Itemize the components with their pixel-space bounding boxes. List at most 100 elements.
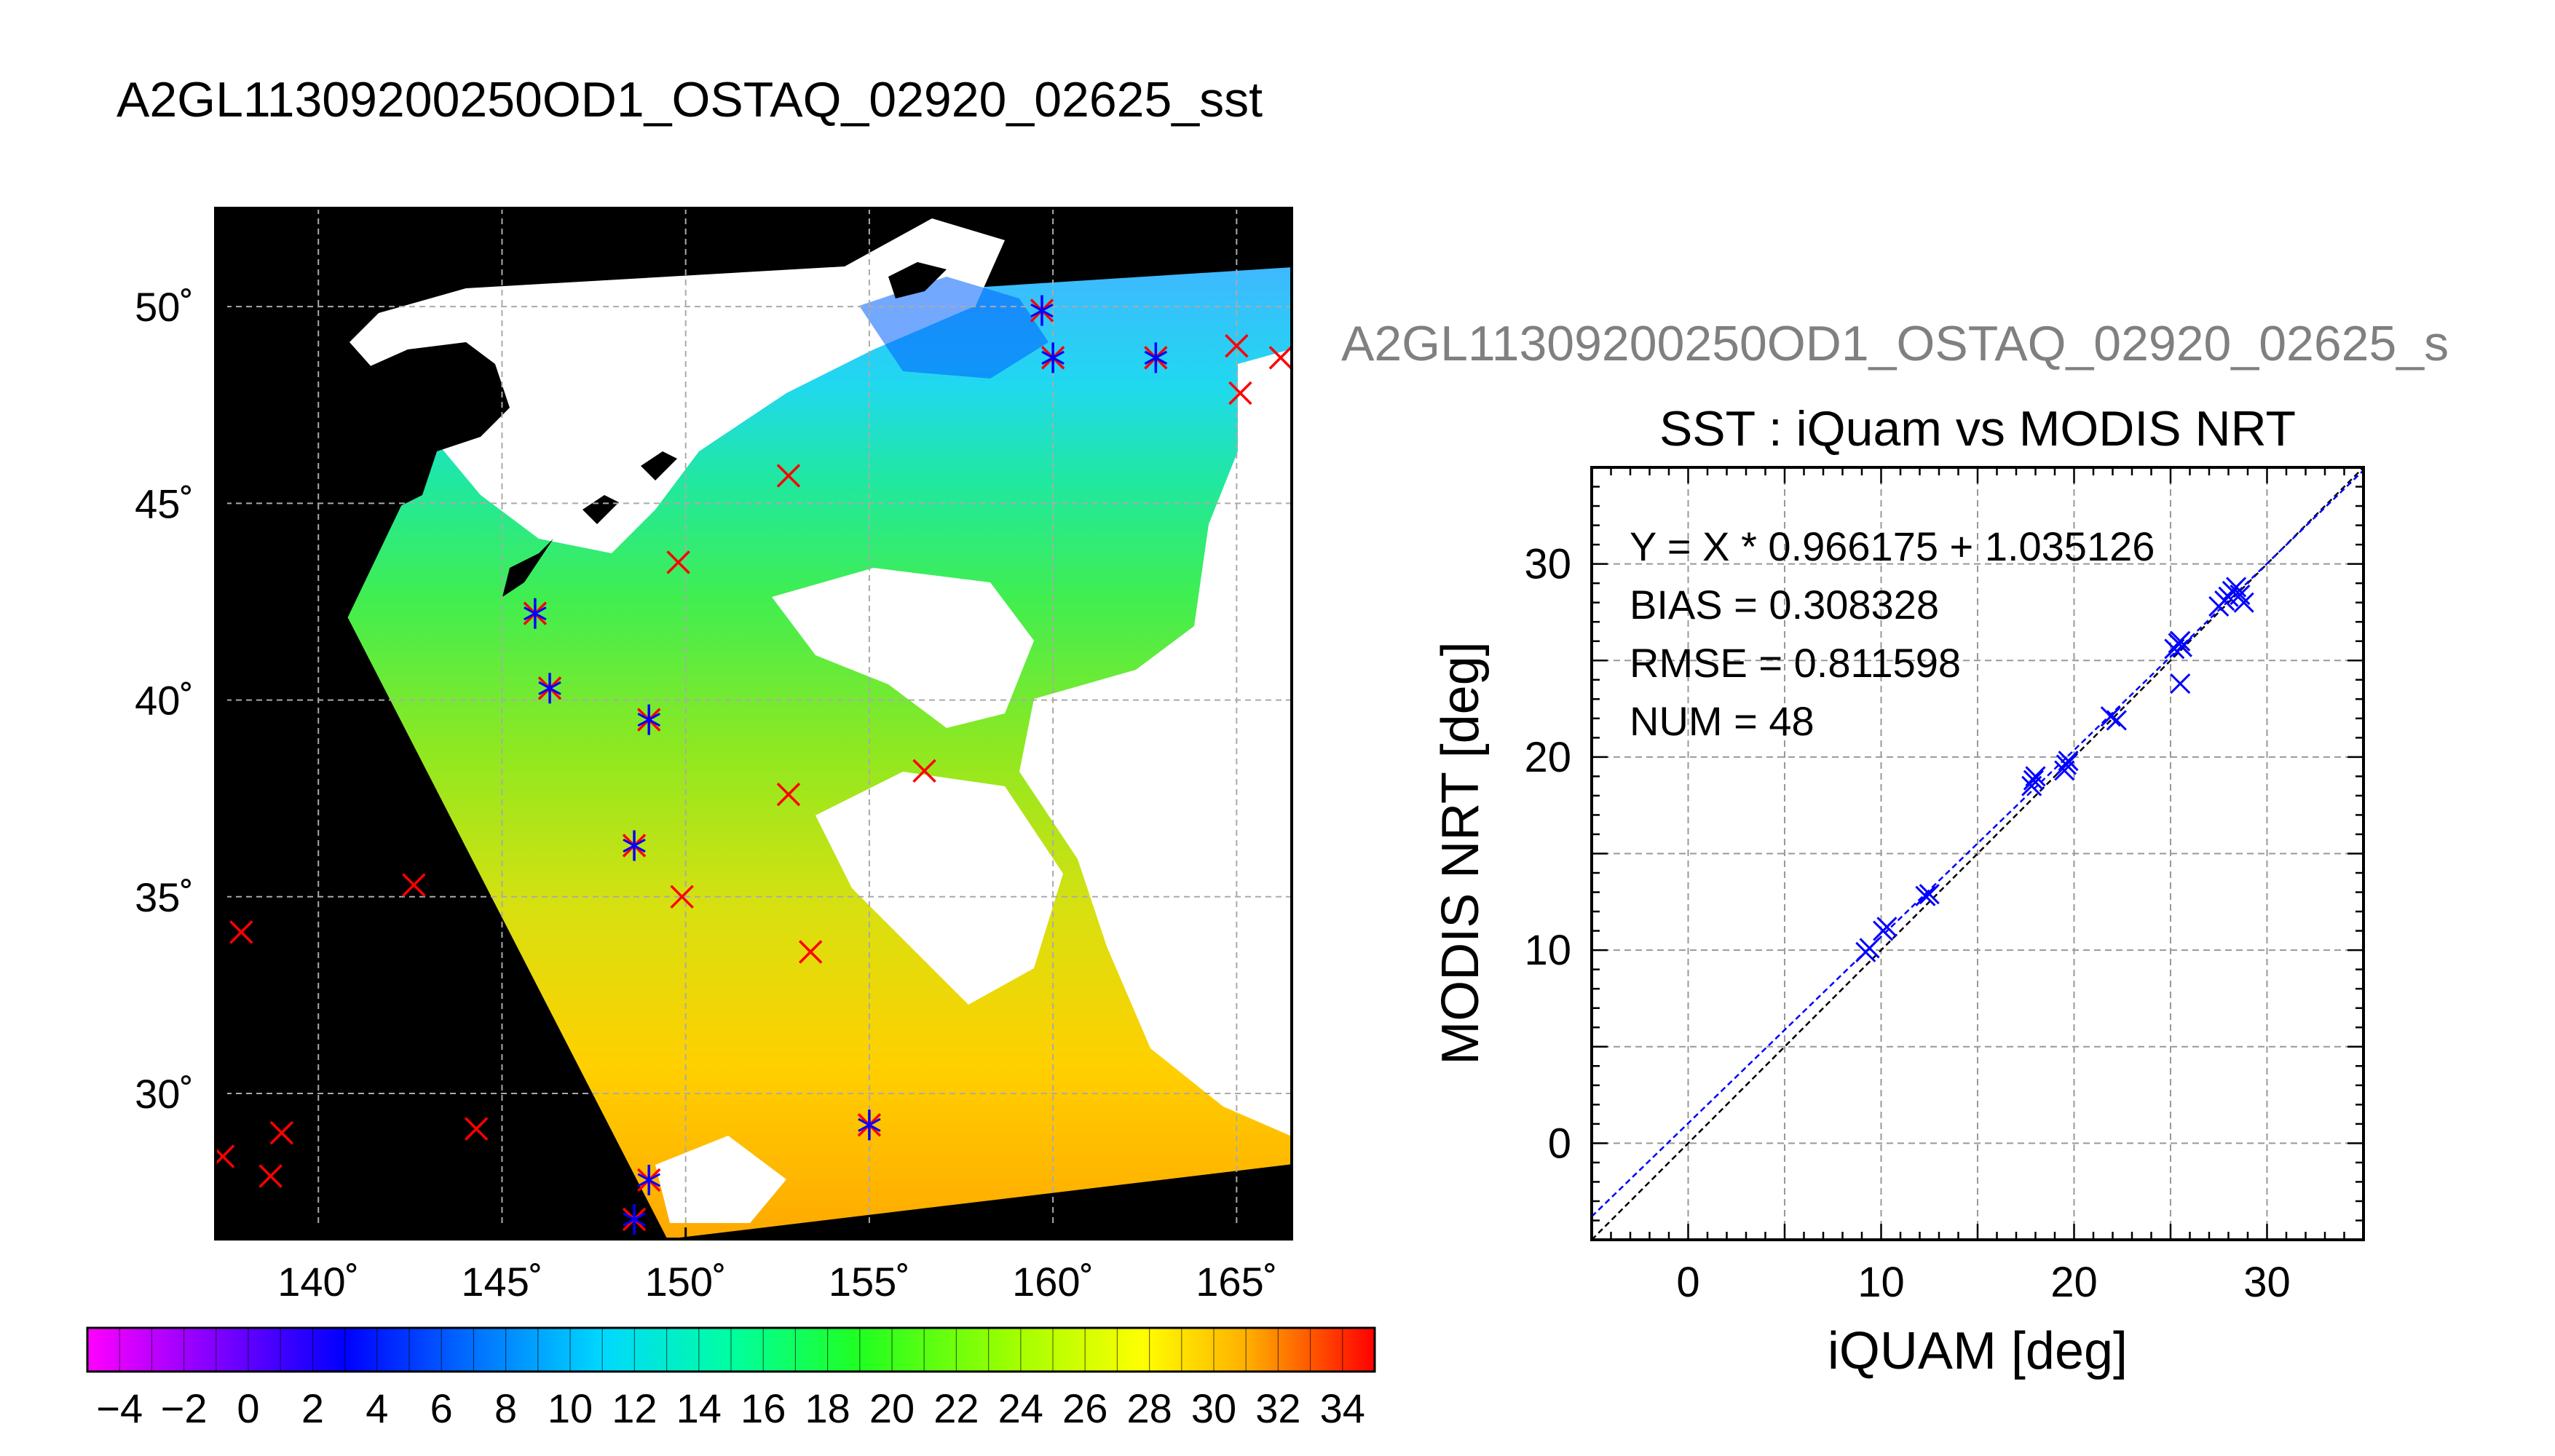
y-tick-label: 30	[1524, 541, 1571, 588]
valid-matchup-marker	[523, 598, 548, 629]
scatter-point	[2170, 673, 2191, 695]
colorbar-tick-label: 8	[494, 1385, 517, 1431]
valid-matchup-marker	[622, 1203, 647, 1235]
num-value: NUM = 48	[1630, 698, 1814, 744]
matchup-marker	[776, 783, 801, 807]
x-tick-label: 0	[1676, 1259, 1699, 1306]
land-honshu	[216, 874, 553, 1179]
latitude-tick-label: 35˚	[135, 874, 194, 920]
scatter-point	[1859, 938, 1880, 959]
latitude-tick-label: 50˚	[135, 284, 194, 330]
valid-matchup-marker	[636, 704, 661, 735]
scatter-point	[2058, 751, 2079, 772]
colorbar-tick-label: −2	[161, 1385, 208, 1431]
map-grid	[216, 208, 1292, 1239]
colorbar-tick-label: 12	[612, 1385, 657, 1431]
cloud-region	[655, 1136, 786, 1223]
x-tick-labels: 0 10 20 30	[1676, 1259, 2290, 1306]
y-tick-labels: 0 10 20 30	[1524, 541, 1571, 1168]
colorbar-tick-label: 2	[301, 1385, 324, 1431]
colorbar-tick-label: 14	[676, 1385, 722, 1431]
scatter-point	[2023, 769, 2044, 791]
latitude-tick-label: 45˚	[135, 480, 194, 526]
matchup-marker	[269, 1120, 294, 1145]
scatter-subtitle: A2GL11309200250OD1_OSTAQ_02920_02625_s	[1341, 316, 2449, 371]
cloud-region	[1019, 349, 1290, 1136]
map-title: A2GL11309200250OD1_OSTAQ_02920_02625_sst	[117, 72, 1263, 127]
x-tick-label: 30	[2243, 1259, 2291, 1306]
fit-equation: Y = X * 0.966175 + 1.035126	[1630, 523, 2155, 569]
longitude-tick-label: 165˚	[1196, 1259, 1277, 1305]
colorbar-tick-label: 26	[1062, 1385, 1107, 1431]
land-kurils	[502, 262, 947, 597]
x-tick-label: 10	[1857, 1259, 1905, 1306]
scatter-point	[1919, 884, 1940, 905]
cloud-region	[772, 568, 1034, 728]
map-frame	[214, 207, 1293, 1241]
latitude-tick-labels: 30˚ 35˚ 40˚ 45˚ 50˚	[135, 284, 194, 1117]
longitude-tick-label: 160˚	[1012, 1259, 1094, 1305]
matchup-marker	[402, 873, 426, 897]
valid-matchup-marker	[1030, 295, 1054, 326]
valid-matchup-marker	[857, 1109, 882, 1141]
scatter-title: SST : iQuam vs MODIS NRT	[1659, 401, 2296, 456]
colorbar-tick-label: 22	[933, 1385, 979, 1431]
latitude-tick-label: 40˚	[135, 678, 194, 724]
valid-matchup-marker	[622, 830, 647, 861]
colorbar-tick-label: 30	[1191, 1385, 1236, 1431]
scatter-point	[1876, 917, 1898, 938]
colorbar-tick-label: 18	[805, 1385, 850, 1431]
cloud-region	[816, 772, 1063, 1005]
colorbar-segments	[119, 1328, 1343, 1372]
scatter-point	[2233, 592, 2254, 613]
colorbar-tick-label: 28	[1126, 1385, 1172, 1431]
colorbar-tick-label: 4	[366, 1385, 388, 1431]
valid-matchup-marker	[636, 1164, 661, 1195]
matchup-marker	[798, 940, 823, 964]
sst-map: 140˚ 145˚ 150˚ 155˚ 160˚ 165˚ 30˚ 35˚ 40˚ 45˚ 50˚	[135, 207, 1293, 1305]
colorbar-tick-labels: −4 −2 0 2 4 6 8 10 12 14 16 18 20 22 24 26 28 30 32 34	[96, 1385, 1365, 1431]
matchup-marker	[258, 1164, 283, 1188]
sst-colorbar: −4 −2 0 2 4 6 8 10 12 14 16 18 20 22 24 26 28 30 32 34	[86, 1326, 1376, 1431]
scatter-point	[2171, 636, 2192, 657]
matchup-marker	[1225, 333, 1249, 358]
longitude-tick-label: 150˚	[645, 1259, 727, 1305]
colorbar-frame	[86, 1326, 1376, 1373]
scatter-point	[2106, 710, 2127, 731]
matchup-marker	[670, 885, 694, 909]
cold-water-region	[859, 277, 1049, 379]
latitude-tick-label: 30˚	[135, 1071, 194, 1117]
matchup-markers	[216, 295, 1292, 1235]
x-axis-label: iQUAM [deg]	[1828, 1322, 2128, 1380]
cloud-region	[350, 218, 1005, 553]
colorbar-tick-label: 24	[998, 1385, 1043, 1431]
y-tick-label: 0	[1548, 1120, 1571, 1167]
matchup-marker	[464, 1117, 489, 1141]
colorbar-tick-label: 10	[548, 1385, 593, 1431]
scatter-point	[2170, 630, 2191, 652]
valid-matchup-marker	[1040, 342, 1065, 373]
scatter-point	[2056, 754, 2077, 775]
longitude-tick-label: 155˚	[829, 1259, 910, 1305]
colorbar-tick-label: 0	[237, 1385, 259, 1431]
matchup-marker	[1268, 346, 1292, 370]
scatter-point	[2025, 766, 2046, 787]
scatter-point	[1915, 885, 1936, 906]
matchup-marker	[666, 550, 690, 574]
longitude-tick-labels: 140˚ 145˚ 150˚ 155˚ 160˚ 165˚	[277, 1259, 1277, 1305]
scatter-points	[1855, 577, 2254, 962]
colorbar-tick-label: 6	[430, 1385, 453, 1431]
colorbar-tick-label: 20	[869, 1385, 915, 1431]
matchup-marker	[912, 759, 936, 783]
bias-value: BIAS = 0.308328	[1630, 582, 1939, 628]
valid-matchup-marker	[537, 673, 562, 704]
scatter-grid	[1592, 467, 2364, 1240]
valid-matchup-marker	[1144, 342, 1168, 373]
scatter-ticks	[1590, 466, 2365, 1241]
fit-statistics: Y = X * 0.966175 + 1.035126 BIAS = 0.308…	[1630, 523, 2155, 744]
scatter-plot: 0 10 20 30 0 10 20 30 Y = X * 0.966175 + 1.035…	[1431, 466, 2365, 1380]
colorbar-tick-label: 16	[741, 1385, 786, 1431]
y-axis-label: MODIS NRT [deg]	[1431, 641, 1490, 1065]
matchup-marker	[776, 464, 801, 488]
